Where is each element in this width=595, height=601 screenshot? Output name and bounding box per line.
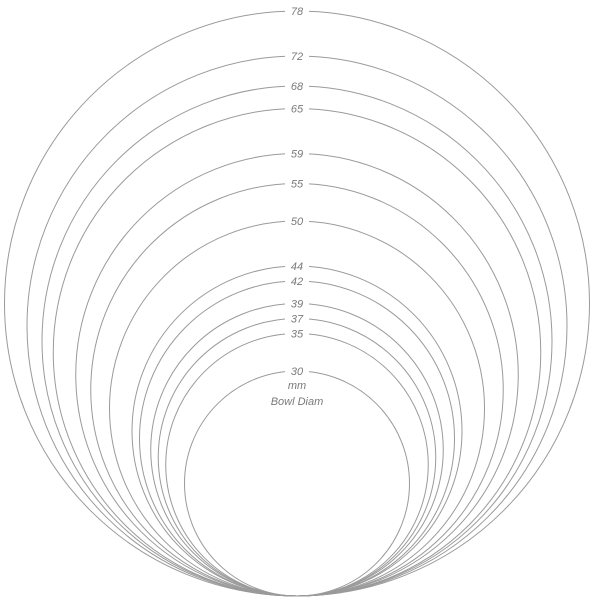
ring-label-background <box>285 297 309 310</box>
ring-size-label: 55 <box>291 179 304 191</box>
ring-39: 39 <box>150 297 444 597</box>
ring-label-background <box>285 147 309 160</box>
ring-circle <box>157 318 437 597</box>
unit-label: mm <box>288 380 306 392</box>
rings: 78 72 68 65 59 55 50 44 42 39 37 35 30 <box>4 5 590 597</box>
ring-65: 65 <box>52 102 542 597</box>
ring-label-background <box>285 5 309 17</box>
ring-size-label: 72 <box>291 51 303 63</box>
ring-30: 30 <box>184 365 410 597</box>
ring-size-label: 78 <box>291 6 304 18</box>
ring-size-label: 30 <box>291 366 304 378</box>
ring-label-background <box>285 80 309 92</box>
ring-size-label: 42 <box>291 276 303 288</box>
ring-circle <box>41 85 553 597</box>
ring-label-background <box>285 215 309 227</box>
ring-size-label: 68 <box>291 81 304 93</box>
ring-size-label: 39 <box>291 299 303 311</box>
ring-size-label: 65 <box>291 104 304 116</box>
ring-size-label: 35 <box>291 329 304 341</box>
ring-label-background <box>285 365 309 377</box>
ring-label-background <box>285 327 309 340</box>
ring-size-label: 50 <box>291 216 304 228</box>
diagram-caption: Bowl Diam <box>271 396 324 408</box>
ring-size-label: 59 <box>291 149 303 161</box>
ring-label-background <box>285 177 309 190</box>
ring-circle <box>26 55 568 597</box>
ring-label-background <box>285 312 309 325</box>
ring-label-background <box>285 260 309 272</box>
ring-circle <box>150 303 444 597</box>
ring-size-label: 37 <box>291 314 304 326</box>
ring-label-background <box>285 102 309 115</box>
ring-label-background <box>285 50 309 62</box>
ring-size-label: 44 <box>291 261 303 273</box>
ring-label-background <box>285 275 309 287</box>
